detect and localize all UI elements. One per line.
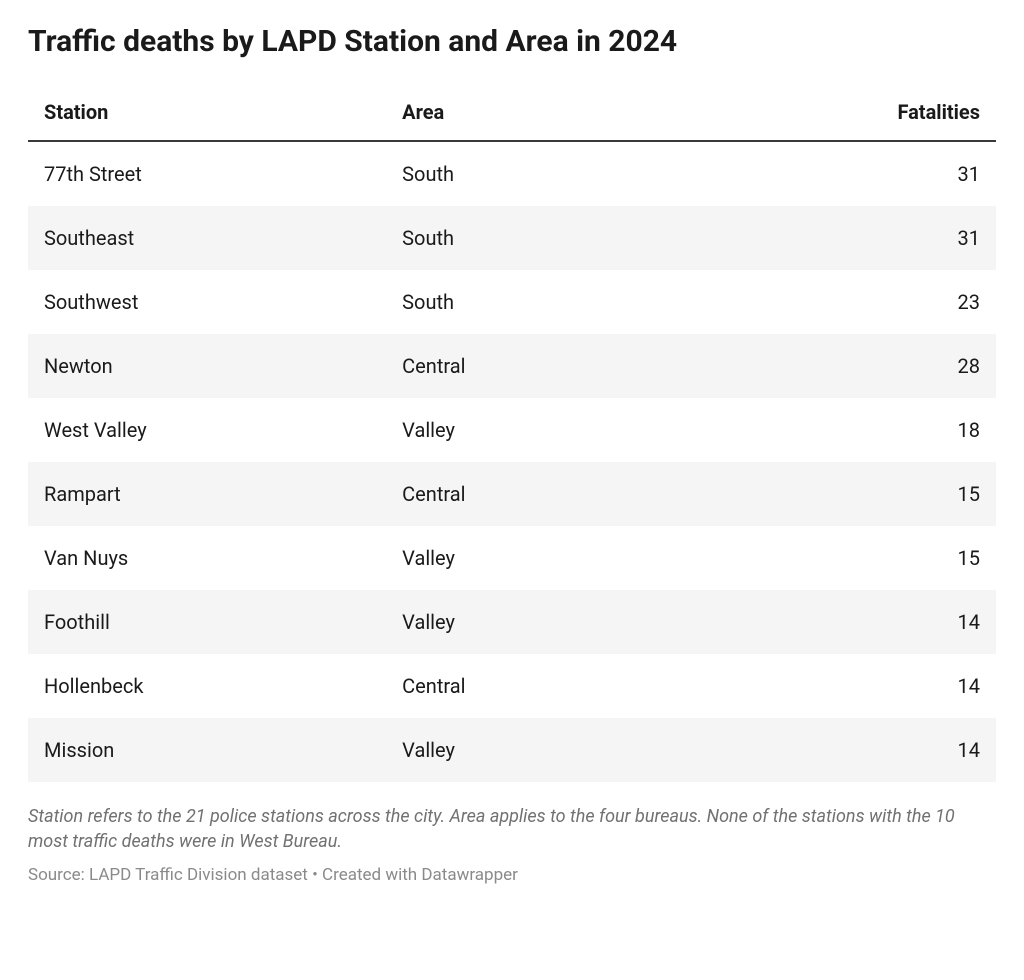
cell-station: Van Nuys <box>28 526 386 590</box>
cell-fatalities: 28 <box>802 334 996 398</box>
cell-fatalities: 31 <box>802 141 996 206</box>
cell-fatalities: 18 <box>802 398 996 462</box>
table-header-area: Area <box>386 88 802 141</box>
table-body: 77th Street South 31 Southeast South 31 … <box>28 141 996 782</box>
cell-fatalities: 15 <box>802 526 996 590</box>
cell-station: 77th Street <box>28 141 386 206</box>
table-row: Mission Valley 14 <box>28 718 996 782</box>
cell-area: South <box>386 270 802 334</box>
cell-station: Foothill <box>28 590 386 654</box>
cell-station: Southeast <box>28 206 386 270</box>
table-row: Van Nuys Valley 15 <box>28 526 996 590</box>
cell-area: Valley <box>386 718 802 782</box>
cell-area: Valley <box>386 590 802 654</box>
cell-area: Central <box>386 334 802 398</box>
cell-fatalities: 15 <box>802 462 996 526</box>
cell-fatalities: 23 <box>802 270 996 334</box>
source-attribution: Source: LAPD Traffic Division dataset • … <box>28 864 996 888</box>
cell-area: Valley <box>386 526 802 590</box>
table-header-fatalities: Fatalities <box>802 88 996 141</box>
cell-station: Newton <box>28 334 386 398</box>
table-row: Southeast South 31 <box>28 206 996 270</box>
table-row: 77th Street South 31 <box>28 141 996 206</box>
cell-station: West Valley <box>28 398 386 462</box>
page-title: Traffic deaths by LAPD Station and Area … <box>28 24 996 60</box>
cell-area: South <box>386 141 802 206</box>
cell-fatalities: 14 <box>802 590 996 654</box>
cell-station: Southwest <box>28 270 386 334</box>
table-row: Newton Central 28 <box>28 334 996 398</box>
fatalities-table: Station Area Fatalities 77th Street Sout… <box>28 88 996 782</box>
table-row: Foothill Valley 14 <box>28 590 996 654</box>
cell-area: Central <box>386 654 802 718</box>
cell-station: Rampart <box>28 462 386 526</box>
table-row: West Valley Valley 18 <box>28 398 996 462</box>
cell-area: Central <box>386 462 802 526</box>
cell-fatalities: 31 <box>802 206 996 270</box>
cell-fatalities: 14 <box>802 654 996 718</box>
table-caption: Station refers to the 21 police stations… <box>28 804 996 854</box>
table-row: Rampart Central 15 <box>28 462 996 526</box>
cell-station: Hollenbeck <box>28 654 386 718</box>
cell-fatalities: 14 <box>802 718 996 782</box>
table-row: Hollenbeck Central 14 <box>28 654 996 718</box>
cell-area: South <box>386 206 802 270</box>
table-row: Southwest South 23 <box>28 270 996 334</box>
cell-station: Mission <box>28 718 386 782</box>
table-header-station: Station <box>28 88 386 141</box>
table-header-row: Station Area Fatalities <box>28 88 996 141</box>
cell-area: Valley <box>386 398 802 462</box>
